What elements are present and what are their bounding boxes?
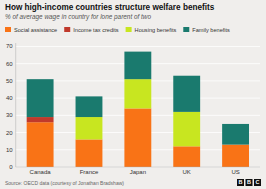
bar-segment	[173, 76, 200, 112]
y-axis-line	[15, 43, 16, 167]
legend-swatch	[64, 27, 70, 32]
y-tick-label: 0	[9, 164, 13, 170]
x-tick-label: Canada	[30, 169, 52, 175]
chart: How high-income countries structure welf…	[0, 0, 266, 189]
x-axis-line	[16, 167, 260, 168]
legend-item: Family benefits	[183, 27, 230, 33]
logo: BBC	[237, 179, 261, 186]
legend-swatch	[183, 27, 189, 32]
bar-segment	[76, 139, 103, 167]
logo-box	[237, 179, 244, 186]
x-tick-label: Japan	[130, 169, 146, 175]
bar-segment	[173, 146, 200, 167]
bar-segment	[76, 96, 103, 117]
subtitle: % of average wage in country for lone pa…	[5, 13, 151, 21]
y-tick-label: 50	[6, 78, 13, 84]
bar-segment	[124, 79, 151, 108]
y-tick-label: 30	[6, 112, 13, 118]
bar-segment	[173, 112, 200, 146]
legend-swatch	[126, 27, 132, 32]
y-tick-label: 60	[6, 61, 13, 67]
x-tick-label: US	[231, 169, 239, 175]
bar-segment	[222, 145, 249, 167]
logo-letter: B	[247, 179, 251, 185]
background	[0, 0, 266, 189]
bar-segment	[27, 79, 54, 117]
logo-box	[246, 179, 253, 186]
legend-label: Family benefits	[192, 27, 230, 33]
logo-letter: B	[239, 179, 243, 185]
bar-segment	[124, 108, 151, 167]
bar-segment	[27, 117, 54, 122]
legend: Social assistance Income tax credits Housi…	[5, 27, 230, 33]
source: Source: OECD data (courtesy of Jonathan …	[5, 180, 124, 186]
x-tick-label: UK	[183, 169, 191, 175]
legend-swatch	[5, 27, 11, 32]
bar-segment	[27, 122, 54, 167]
legend-label: Social assistance	[14, 27, 57, 33]
grid-line	[16, 46, 260, 47]
legend-item: Housing benefits	[126, 27, 177, 33]
bar-segment	[124, 52, 151, 80]
legend-label: Housing benefits	[135, 27, 177, 33]
y-tick-label: 10	[6, 147, 13, 153]
y-tick-label: 20	[6, 130, 13, 136]
x-tick-label: France	[80, 169, 99, 175]
y-tick-label: 40	[6, 95, 13, 101]
bars	[27, 52, 249, 167]
logo-letter: C	[256, 179, 260, 185]
logo-box	[254, 179, 261, 186]
legend-item: Social assistance	[5, 27, 57, 33]
title: How high-income countries structure welf…	[5, 3, 215, 12]
legend-item: Income tax credits	[64, 27, 119, 33]
y-tick-label: 70	[6, 43, 13, 49]
legend-label: Income tax credits	[73, 27, 119, 33]
bar-segment	[76, 117, 103, 139]
bar-segment	[222, 124, 249, 145]
